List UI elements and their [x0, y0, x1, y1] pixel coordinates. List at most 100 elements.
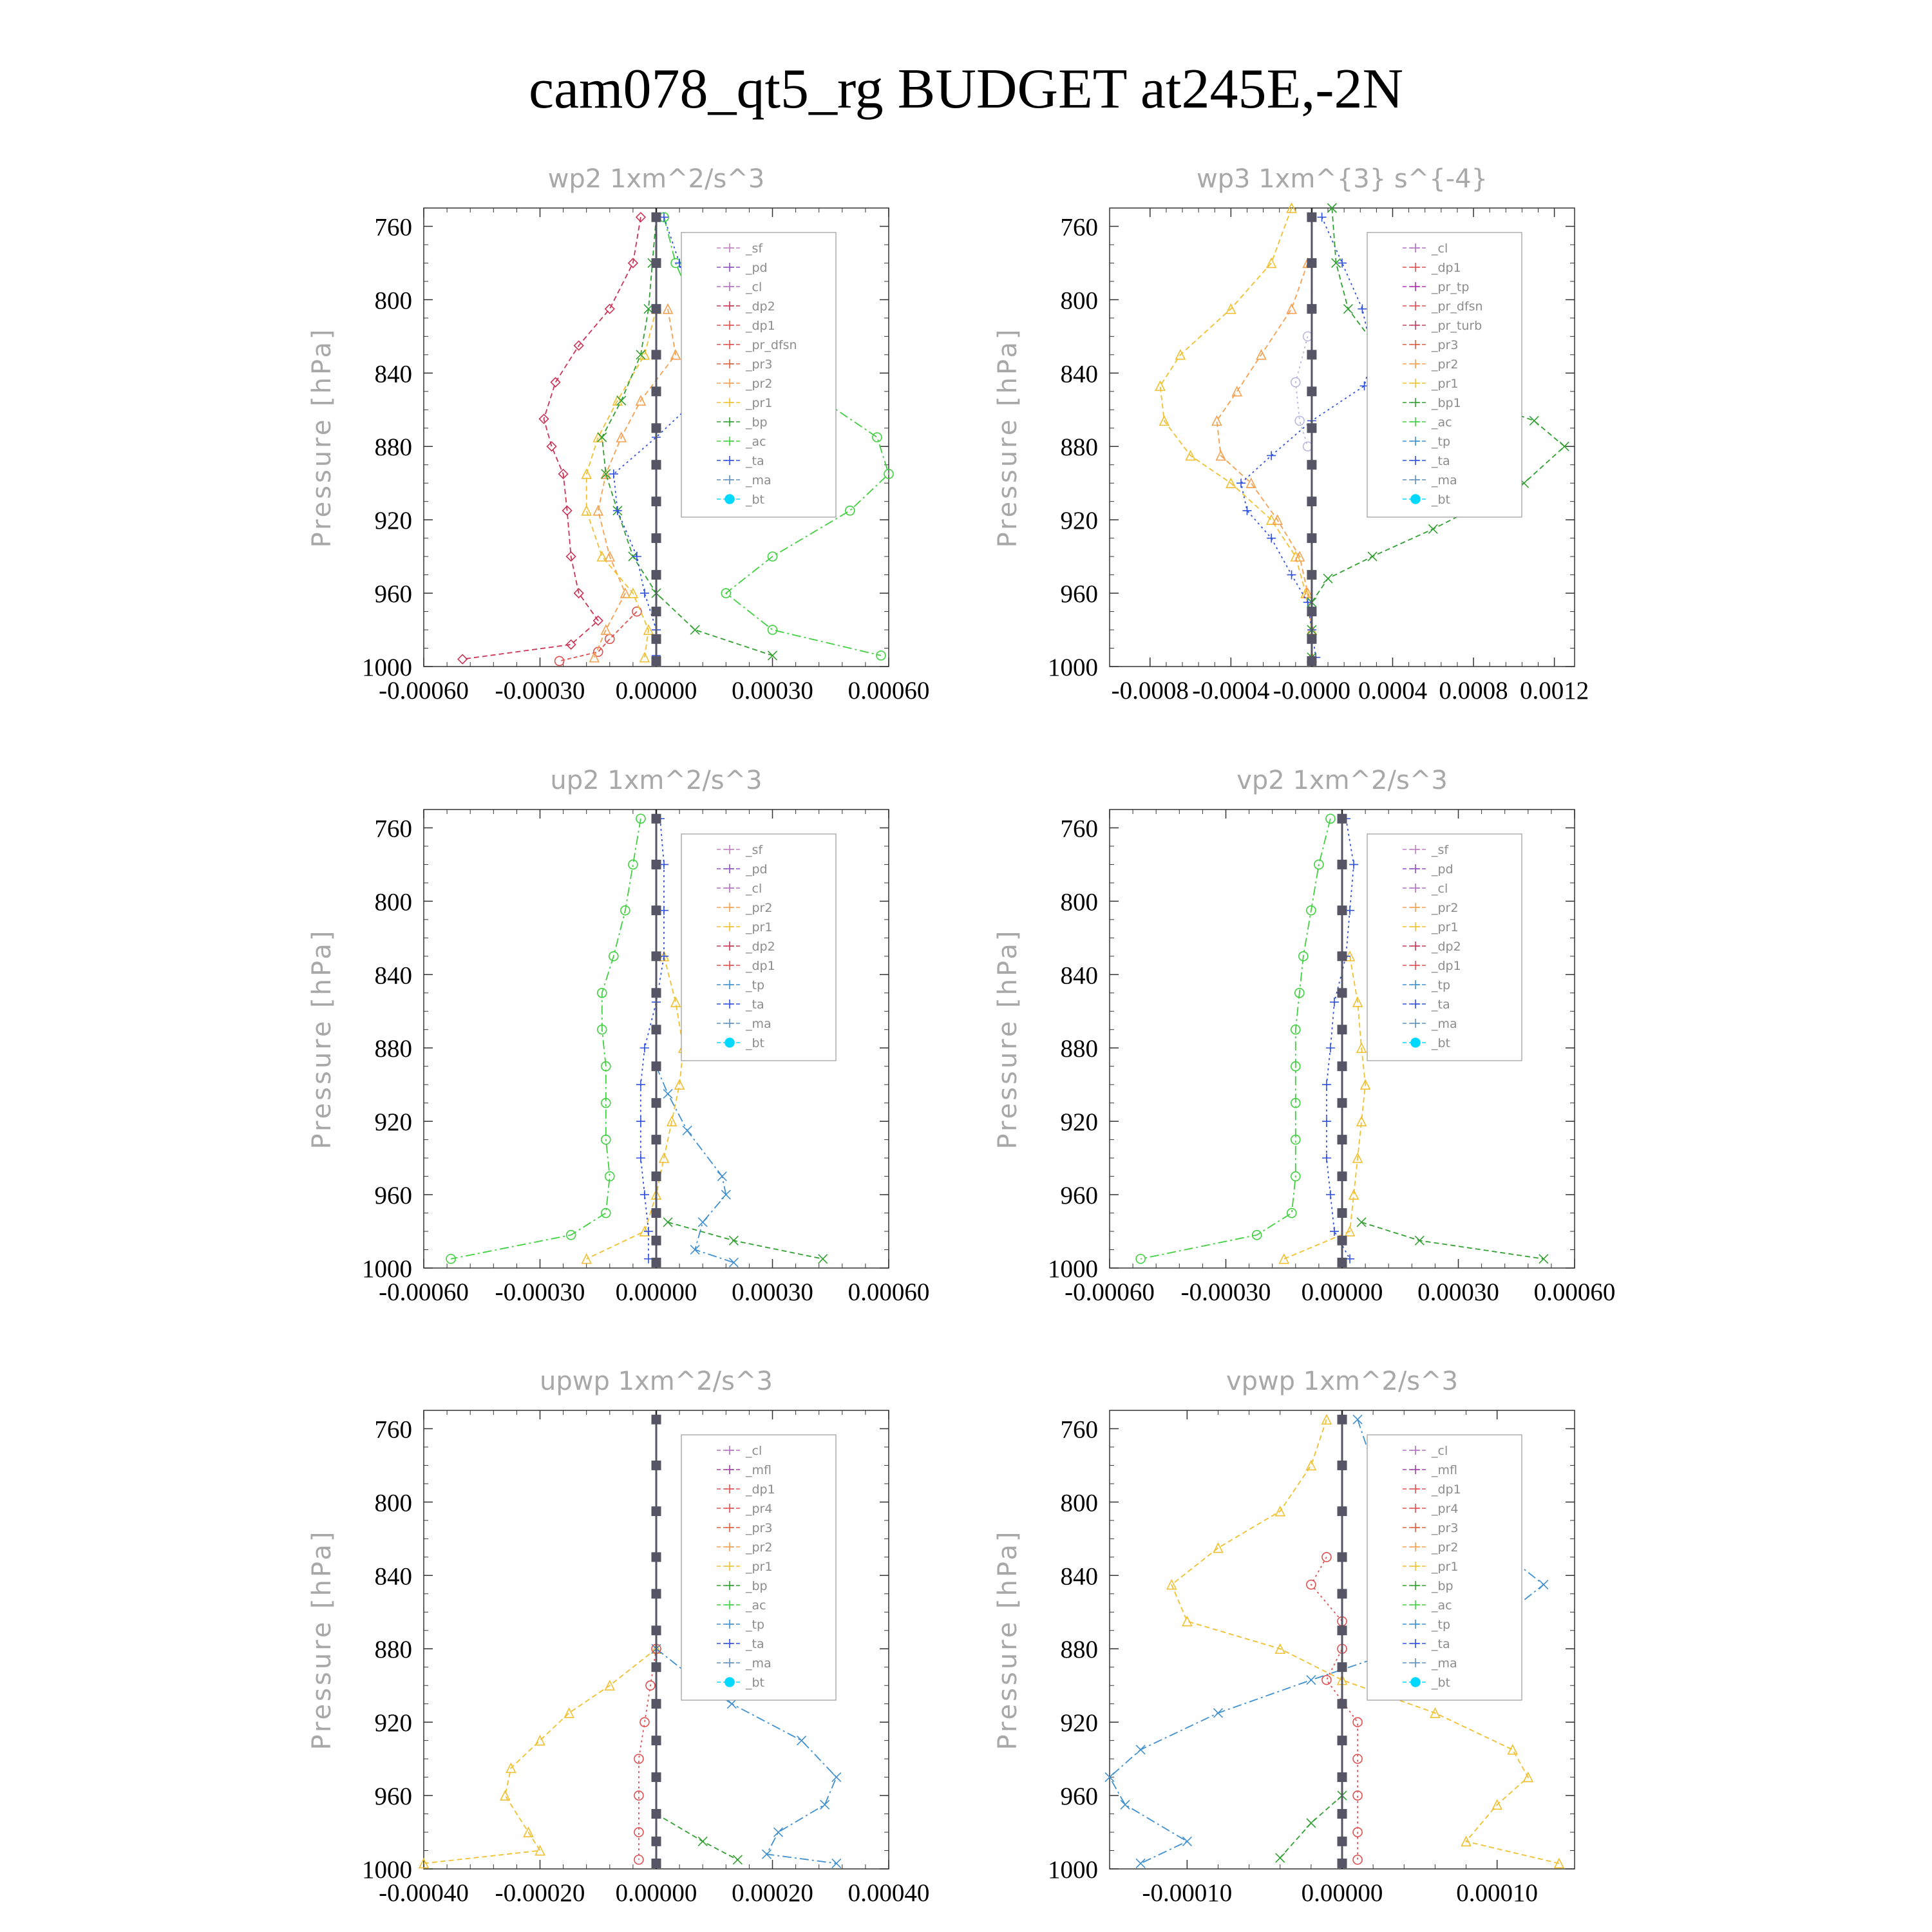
data-point — [1135, 1858, 1146, 1869]
data-point — [651, 1098, 661, 1108]
legend-marker — [1411, 1504, 1420, 1513]
x-tick-label: 0.0008 — [1439, 677, 1508, 705]
y-tick-label: 960 — [375, 580, 413, 608]
legend-entry: _bt — [1431, 493, 1450, 507]
legend-box — [1367, 1434, 1522, 1701]
data-point — [651, 656, 661, 666]
data-point — [1307, 212, 1317, 222]
data-point — [1287, 570, 1296, 580]
data-point — [682, 1125, 692, 1135]
legend-entry: _pr3 — [745, 357, 772, 372]
y-tick-label: 920 — [1061, 507, 1099, 535]
data-point — [1294, 988, 1305, 998]
data-point — [767, 551, 778, 562]
data-point — [797, 1736, 807, 1746]
data-point — [589, 651, 600, 663]
data-point — [831, 1858, 842, 1869]
legend-marker — [1411, 903, 1420, 912]
data-point — [1286, 303, 1297, 314]
data-point — [651, 258, 661, 268]
data-point — [670, 349, 681, 360]
data-point — [1352, 1414, 1363, 1425]
y-tick-label: 760 — [1061, 815, 1099, 842]
legend-entry: _bp — [745, 415, 768, 430]
data-point — [1337, 1506, 1347, 1517]
x-tick-label: -0.00060 — [379, 677, 469, 705]
series-cl — [1291, 331, 1313, 452]
legend-entry: _dp1 — [745, 1482, 775, 1497]
data-point — [1553, 1857, 1565, 1869]
series-line — [423, 1648, 657, 1864]
data-point — [558, 468, 569, 480]
y-tick-label: 1000 — [362, 1255, 412, 1283]
data-point — [1278, 1253, 1290, 1264]
legend-marker — [725, 1542, 734, 1551]
legend-marker — [1411, 922, 1420, 931]
data-point — [651, 1025, 661, 1035]
series-dp2 — [457, 212, 647, 665]
x-tick-label: 0.00000 — [616, 1278, 697, 1306]
legend-marker — [725, 379, 734, 388]
series-line — [1311, 207, 1566, 658]
y-tick-label: 1000 — [362, 654, 412, 681]
legend-entry: _dp1 — [1431, 959, 1461, 973]
data-point — [1522, 1771, 1534, 1783]
legend-entry: _ta — [1431, 1637, 1450, 1651]
series-pr1 — [1278, 951, 1371, 1264]
data-point — [620, 587, 631, 598]
series-pr4 — [1306, 1552, 1363, 1865]
y-tick-label: 960 — [375, 1783, 413, 1810]
legend-marker — [725, 1600, 734, 1609]
data-point — [651, 1809, 661, 1819]
data-point — [1267, 533, 1276, 543]
y-tick-label: 920 — [375, 1709, 413, 1737]
data-point — [1352, 1854, 1363, 1865]
legend-box — [681, 833, 837, 1061]
data-point — [663, 1217, 673, 1227]
data-point — [1215, 450, 1226, 461]
legend-entry: _bp — [1431, 1579, 1454, 1593]
data-point — [872, 432, 882, 442]
data-point — [1337, 1061, 1347, 1072]
data-point — [1348, 1189, 1359, 1200]
data-point — [1265, 257, 1277, 269]
legend-entry: _pr2 — [745, 1540, 772, 1555]
data-point — [604, 1680, 616, 1690]
legend-entry: _ma — [745, 1017, 772, 1031]
legend-entry: _ac — [1431, 1598, 1452, 1613]
data-point — [565, 1229, 576, 1240]
data-point — [645, 1680, 656, 1690]
data-point — [562, 505, 573, 516]
data-point — [1245, 477, 1257, 489]
data-point — [1337, 1736, 1347, 1746]
legend-entry: _ta — [1431, 998, 1450, 1012]
data-point — [820, 1799, 830, 1810]
data-point — [1307, 607, 1317, 617]
data-point — [1291, 1061, 1301, 1072]
legend-marker — [1411, 243, 1420, 252]
data-point — [1337, 1025, 1347, 1035]
legend-marker — [725, 321, 734, 330]
x-tick-label: -0.00030 — [495, 1278, 585, 1306]
legend: _sf _pd _cl _pr2 _pr1 _dp2 _dp1 _tp _ta _ma _bt — [1367, 833, 1522, 1061]
legend-entry: _ta — [745, 998, 764, 1012]
data-point — [597, 432, 607, 442]
data-point — [697, 1836, 708, 1846]
series-line — [1283, 956, 1367, 1260]
data-point — [600, 1208, 611, 1218]
legend-marker — [1411, 1639, 1420, 1648]
data-point — [1337, 859, 1347, 869]
legend-entry: _ma — [1431, 1017, 1457, 1031]
main-title: cam078_qt5_rg BUDGET at245E,-2N — [528, 58, 1404, 120]
data-point — [845, 506, 855, 516]
legend-entry: _pr3 — [745, 1521, 772, 1535]
data-point — [1185, 450, 1196, 461]
legend-entry: _pr1 — [1431, 1560, 1458, 1574]
x-tick-label: -0.00030 — [1181, 1278, 1271, 1306]
data-point — [581, 1253, 592, 1264]
data-point — [651, 497, 661, 507]
legend-marker — [1411, 999, 1420, 1009]
data-point — [573, 587, 584, 599]
data-point — [1337, 1135, 1347, 1145]
y-tick-label: 1000 — [1048, 1856, 1098, 1884]
